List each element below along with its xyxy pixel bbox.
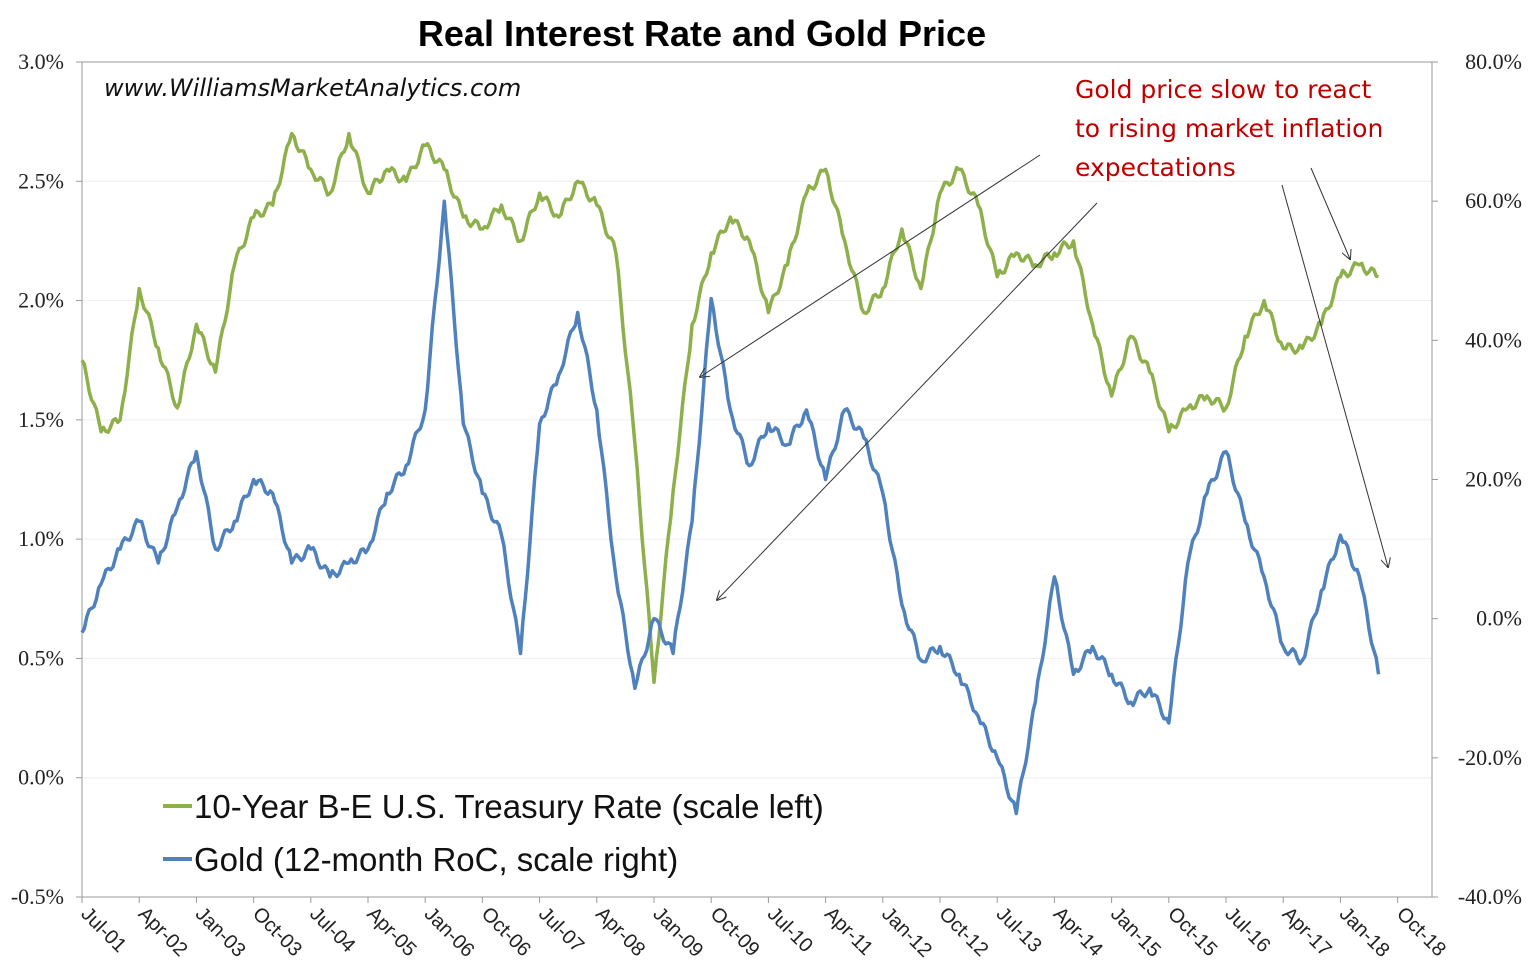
x-tick-label: Jul-10 [763, 903, 817, 957]
x-tick-label: Oct-15 [1163, 903, 1221, 961]
y-right-tick-label: 60.0% [1465, 188, 1522, 213]
y-left-tick-label: 2.5% [18, 168, 64, 193]
y-left-tick-label: -0.5% [11, 884, 64, 909]
annotation-line: to rising market inflation [1075, 114, 1383, 143]
y-right-tick-label: -40.0% [1458, 884, 1522, 909]
annotation-arrow [700, 154, 1041, 377]
annotation-arrow [717, 202, 1098, 600]
x-tick-label: Jul-04 [305, 903, 359, 957]
y-left-axis: -0.5% 0.0% 0.5% 1.0% 1.5% 2.0% 2.5% 3.0% [11, 49, 82, 909]
series-line-treasury [80, 131, 1379, 685]
x-tick-label: Jul-13 [992, 903, 1046, 957]
legend-label: Gold (12-month RoC, scale right) [194, 841, 678, 878]
x-tick-label: Jul-07 [534, 903, 588, 957]
legend: 10-Year B-E U.S. Treasury Rate (scale le… [163, 788, 824, 878]
y-right-tick-label: 80.0% [1465, 49, 1522, 74]
annotation-arrow [1310, 167, 1350, 259]
x-tick-label: Oct-06 [477, 903, 535, 961]
x-tick-label: Apr-11 [820, 903, 877, 960]
annotation-arrow [1281, 184, 1388, 567]
x-tick-label: Oct-03 [248, 903, 306, 961]
x-tick-label: Jan-03 [191, 903, 250, 962]
y-left-tick-label: 0.0% [18, 765, 64, 790]
x-tick-label: Apr-02 [134, 903, 192, 961]
x-tick-label: Jan-12 [877, 903, 936, 962]
y-right-tick-label: 40.0% [1465, 327, 1522, 352]
y-right-tick-label: 0.0% [1476, 606, 1522, 631]
x-tick-label: Oct-12 [934, 903, 992, 961]
x-tick-label: Oct-09 [706, 903, 764, 961]
x-tick-label: Jul-16 [1220, 903, 1274, 957]
y-left-tick-label: 0.5% [18, 645, 64, 670]
annotation-line: Gold price slow to react [1075, 75, 1371, 104]
chart-title: Real Interest Rate and Gold Price [418, 13, 986, 54]
annotation: Gold price slow to react to rising market… [700, 75, 1388, 600]
x-tick-label: Apr-08 [591, 903, 649, 961]
x-tick-label: Jan-09 [648, 903, 707, 962]
plot-area [81, 61, 1433, 898]
x-tick-label: Apr-05 [362, 903, 420, 961]
y-right-axis: -40.0% -20.0% 0.0% 20.0% 40.0% 60.0% 80.0% [1432, 49, 1522, 909]
series-group [80, 131, 1381, 816]
y-left-tick-label: 1.5% [18, 407, 64, 432]
y-right-tick-label: -20.0% [1458, 745, 1522, 770]
y-left-tick-label: 1.0% [18, 526, 64, 551]
y-left-tick-label: 2.0% [18, 288, 64, 313]
y-right-tick-label: 20.0% [1465, 467, 1522, 492]
x-tick-label: Jan-15 [1106, 903, 1165, 962]
x-tick-label: Apr-17 [1278, 903, 1336, 961]
x-tick-label: Jan-06 [420, 903, 479, 962]
x-tick-label: Apr-14 [1049, 903, 1107, 961]
watermark-text: www.WilliamsMarketAnalytics.com [104, 74, 521, 102]
series-line-gold [80, 199, 1381, 816]
annotation-line: expectations [1075, 153, 1236, 182]
grid-lines [82, 61, 1432, 898]
x-tick-label: Oct-18 [1392, 903, 1450, 961]
x-tick-label: Jan-18 [1335, 903, 1394, 962]
legend-label: 10-Year B-E U.S. Treasury Rate (scale le… [194, 788, 824, 825]
x-tick-label: Jul-01 [76, 903, 130, 957]
y-left-tick-label: 3.0% [18, 49, 64, 74]
